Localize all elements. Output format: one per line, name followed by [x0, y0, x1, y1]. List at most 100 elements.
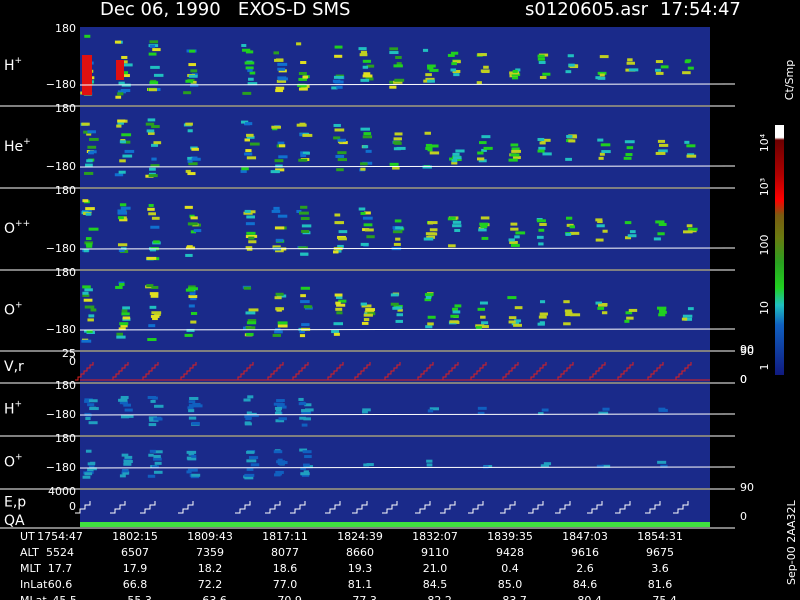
spectrum-cell [424, 131, 431, 135]
spectrum-cell [300, 472, 310, 476]
velocity-steps [178, 362, 197, 381]
spectrum-cell [241, 167, 249, 171]
spectrum-cell [151, 285, 159, 289]
spectrum-cell [147, 207, 155, 211]
spectrum-cell [276, 403, 285, 407]
spectrum-cell [301, 423, 308, 427]
spectrum-cell [682, 71, 691, 75]
spectrum-cell [118, 327, 126, 331]
spectrum-cell [395, 55, 402, 59]
spectrum-cell [361, 321, 369, 325]
spectrum-cell [300, 466, 306, 470]
spectrum-cell [88, 399, 98, 403]
spectrum-cell [600, 143, 611, 147]
spectrum-cell [365, 308, 376, 312]
spectrum-cell [87, 403, 95, 407]
spectrum-cell [452, 224, 462, 228]
row-value: −83.7 [493, 594, 527, 600]
spectrum-cell [683, 230, 693, 234]
spectrum-cell [117, 209, 127, 213]
spectrum-cell [275, 86, 285, 90]
spectrum-cell [596, 224, 605, 228]
row-value: 1802:15 [112, 530, 158, 543]
spectrum-cell [83, 249, 89, 253]
spectrum-cell [427, 315, 436, 319]
spectrum-cell [191, 421, 200, 425]
right-tick-label: 90 [740, 345, 754, 358]
row-value: 1824:39 [337, 530, 383, 543]
panel-gap [710, 352, 735, 382]
spectrum-cell [624, 140, 635, 144]
spectrum-cell [277, 214, 288, 218]
spectrum-cell [511, 147, 520, 151]
spectrum-cell [563, 300, 570, 304]
spectrum-cell [338, 299, 347, 303]
spectrum-cell [304, 403, 312, 407]
panel-bg [80, 490, 710, 527]
spectrum-cell [335, 295, 343, 299]
spectrum-cell [120, 395, 129, 399]
row-value: 5524 [46, 546, 74, 559]
panel-gap [710, 384, 735, 435]
spectrum-cell [117, 216, 124, 220]
spectrum-cell [657, 306, 667, 310]
spectrum-cell [88, 465, 95, 469]
spectrum-cell [89, 467, 97, 471]
spectrum-cell [389, 47, 399, 51]
row-value: −80.4 [568, 594, 602, 600]
spectrum-cell [595, 301, 603, 305]
spectrum-cell [565, 157, 572, 161]
spectrum-cell [395, 237, 401, 241]
spectrum-cell [628, 68, 639, 72]
spectrum-cell [337, 151, 347, 155]
row-label: ALT [20, 546, 39, 559]
spectrum-cell [188, 63, 197, 67]
spectrum-cell [389, 85, 397, 89]
spectrum-cell [687, 227, 698, 231]
velocity-steps [235, 362, 254, 381]
spectrum-cell [565, 232, 572, 236]
y-tick-label: −180 [46, 323, 76, 336]
spectrum-cell [427, 66, 434, 70]
spectrum-cell [363, 313, 373, 317]
spectrum-cell [248, 456, 259, 460]
spectrum-cell [451, 161, 458, 165]
spectrum-cell [303, 463, 310, 467]
spectrum-cell [187, 159, 193, 163]
spectrum-cell [117, 121, 124, 125]
velocity-steps [500, 362, 519, 381]
spectrum-cell [81, 339, 92, 343]
spectrum-cell [598, 411, 609, 415]
spectrum-cell [565, 311, 573, 315]
energy-steps [352, 501, 368, 514]
spectrum-cell [122, 306, 130, 310]
spectrum-cell [362, 410, 368, 414]
spectrum-cell [148, 88, 158, 92]
spectrum-cell [85, 163, 93, 167]
spectrum-cell [119, 140, 126, 144]
spectrum-cell [303, 417, 311, 421]
y-tick-label: 180 [55, 379, 76, 392]
spectrum-cell [479, 222, 489, 226]
spectrum-cell [686, 224, 693, 228]
row-value: 3.6 [651, 562, 669, 575]
spectrum-cell [481, 148, 487, 152]
spectrum-cell [119, 218, 128, 222]
spectrum-cell [624, 221, 632, 225]
panel-label-text: He [4, 139, 23, 155]
spectrum-cell [118, 170, 126, 174]
spectrum-cell [154, 461, 162, 465]
panel-bg [80, 271, 710, 350]
spectrum-cell [245, 222, 255, 226]
spectrum-cell [275, 470, 284, 474]
spectrum-cell [510, 227, 519, 231]
panel-bg [80, 107, 710, 187]
spectrum-cell [681, 317, 688, 321]
spectrum-cell [277, 67, 286, 71]
spectrum-cell [542, 152, 552, 156]
spectrum-cell [114, 40, 122, 44]
spectrum-cell [273, 450, 283, 454]
spectrum-cell [272, 333, 281, 337]
spectrum-cell [117, 211, 128, 215]
spectrum-cell [120, 89, 131, 93]
